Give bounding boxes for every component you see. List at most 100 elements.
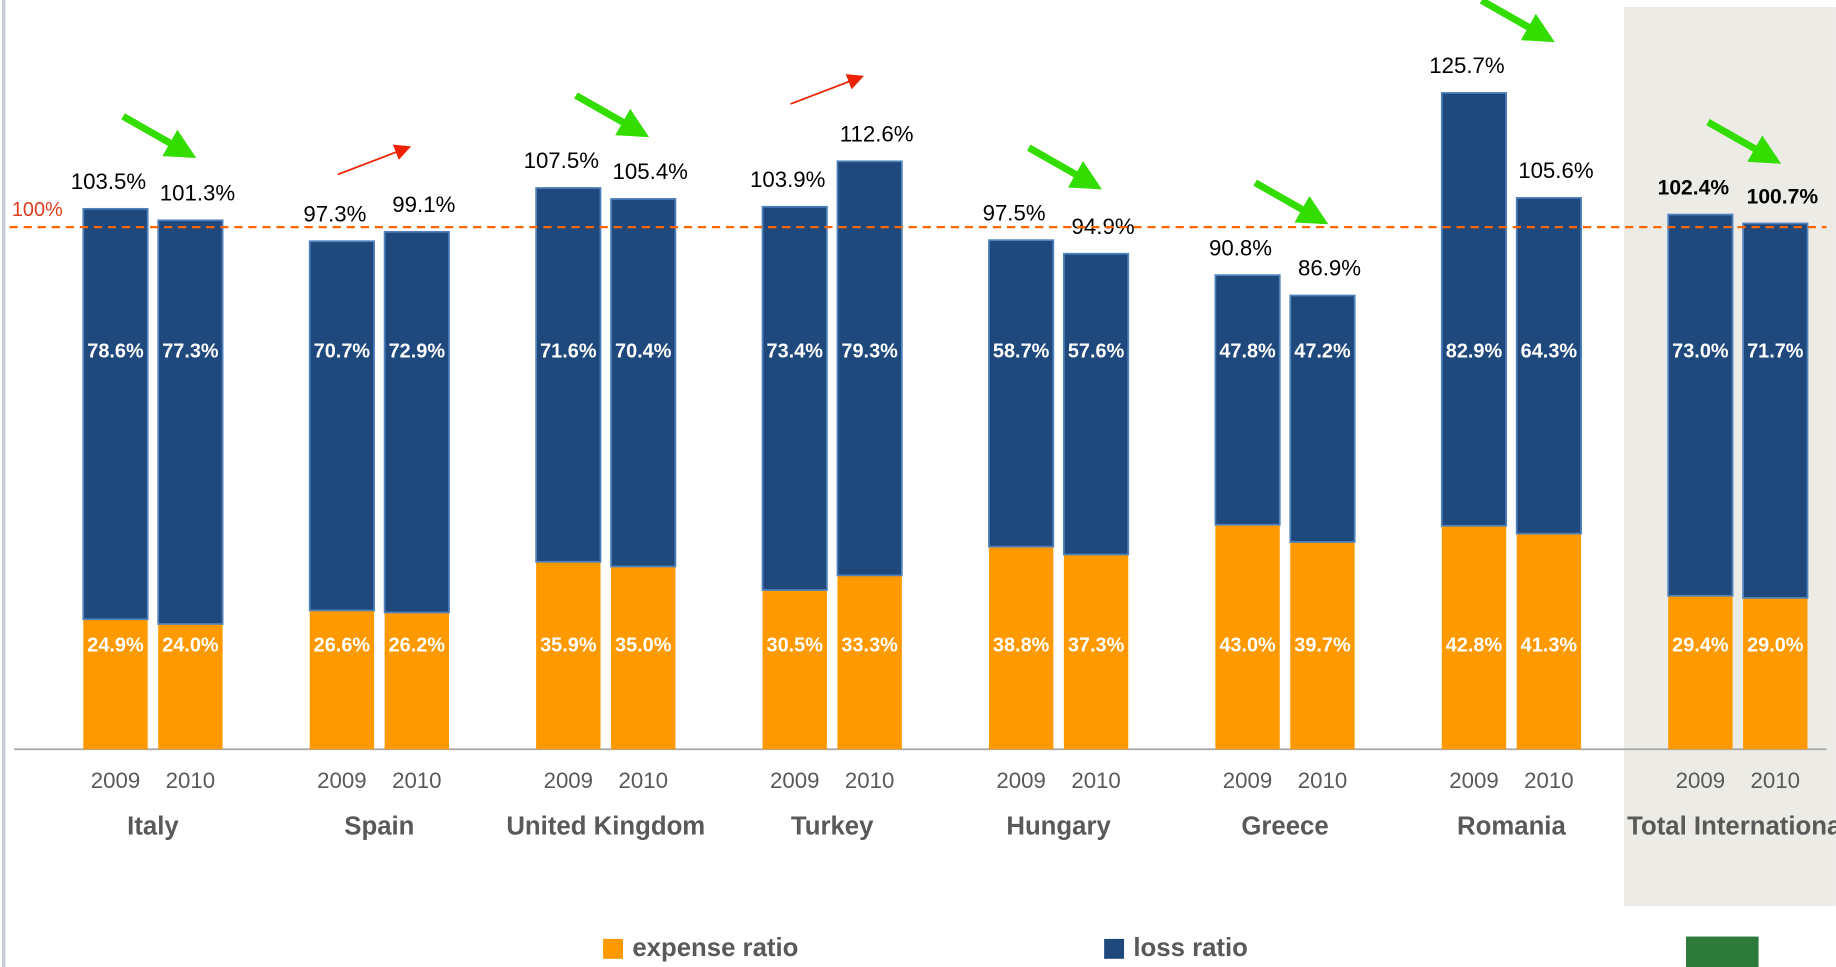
bar-segment xyxy=(1214,274,1281,526)
x-tick-label: 2009 xyxy=(91,768,140,793)
trend-arrow xyxy=(1253,179,1329,225)
segment-label: 58.7% xyxy=(993,341,1050,363)
total-label: 103.9% xyxy=(750,167,825,192)
bar-segment xyxy=(611,566,676,750)
bar-segment xyxy=(1062,252,1130,556)
segment-label: 73.4% xyxy=(767,341,824,363)
bar-segment xyxy=(83,619,148,750)
trend-arrow xyxy=(1027,144,1102,190)
segment-label: 41.3% xyxy=(1521,634,1578,656)
total-label: 102.4% xyxy=(1658,176,1730,199)
total-label: 99.1% xyxy=(392,192,455,217)
segment-label: 70.4% xyxy=(615,341,672,363)
bar-segment xyxy=(1441,525,1507,750)
x-tick-label: 2009 xyxy=(544,768,593,793)
x-tick-label: 2009 xyxy=(996,768,1045,793)
group-label: Romania xyxy=(1457,811,1566,841)
segment-label: 29.0% xyxy=(1747,634,1804,656)
bar-segment xyxy=(1440,92,1508,527)
bar-segment xyxy=(761,205,828,591)
bar-segment xyxy=(1742,222,1809,599)
bar-segment xyxy=(535,187,602,563)
bar-segment xyxy=(308,240,375,612)
segment-label: 43.0% xyxy=(1219,634,1276,656)
segment-label: 35.9% xyxy=(540,634,597,656)
trend-arrow xyxy=(337,144,412,176)
group-label-box: Italy xyxy=(127,811,179,840)
x-tick-label: 2009 xyxy=(770,768,819,793)
total-label: 105.4% xyxy=(613,159,688,184)
x-tick-label: 2010 xyxy=(392,768,441,793)
trend-arrow xyxy=(1706,119,1782,164)
total-label: 125.7% xyxy=(1429,53,1504,78)
group-label: Spain xyxy=(344,811,415,841)
segment-label: 39.7% xyxy=(1294,634,1351,656)
bar-segment xyxy=(82,207,149,621)
bar-segment xyxy=(157,219,224,625)
group-label: Turkey xyxy=(790,811,874,841)
bar-segment xyxy=(1516,533,1582,750)
group-label-box: Greece xyxy=(1241,811,1329,841)
segment-label: 82.9% xyxy=(1446,341,1503,363)
group-label: Total International xyxy=(1627,811,1836,841)
bar-segment xyxy=(610,198,677,568)
group-label: United Kingdom xyxy=(506,811,706,841)
bar-segment xyxy=(383,230,450,614)
group-label-box: Turkey xyxy=(790,811,874,841)
bar-segment xyxy=(988,239,1055,548)
legend-label: loss ratio xyxy=(1133,934,1247,962)
bar-segment xyxy=(1290,541,1355,750)
segment-label: 47.2% xyxy=(1294,341,1351,363)
x-tick-label: 2009 xyxy=(1449,768,1498,793)
segment-label: 78.6% xyxy=(87,341,144,363)
segment-label: 57.6% xyxy=(1068,341,1125,363)
total-label: 90.8% xyxy=(1209,235,1272,260)
x-tick-label: 2010 xyxy=(1751,768,1800,793)
segment-label: 38.8% xyxy=(993,634,1050,656)
legend-swatch xyxy=(603,938,623,959)
segment-label: 71.6% xyxy=(540,341,597,363)
total-label: 112.6% xyxy=(840,121,914,146)
bar-segment xyxy=(837,575,902,750)
bar-segment xyxy=(762,589,827,750)
bar-segment xyxy=(1515,196,1582,535)
group-label-box: United Kingdom xyxy=(506,811,706,841)
segment-label: 71.7% xyxy=(1747,341,1804,363)
bar-segment xyxy=(158,623,223,750)
bar-segment xyxy=(536,561,601,750)
bar-segment xyxy=(309,610,375,750)
segment-label: 30.5% xyxy=(767,634,824,656)
segment-label: 77.3% xyxy=(162,341,219,363)
x-tick-label: 2010 xyxy=(1071,768,1120,793)
group-label-box: Hungary xyxy=(1006,811,1111,841)
total-label: 86.9% xyxy=(1298,256,1361,281)
group-label: Greece xyxy=(1241,811,1329,841)
x-tick-label: 2010 xyxy=(166,768,215,793)
total-label: 107.5% xyxy=(524,148,599,173)
bar-segment xyxy=(1215,524,1280,750)
bar-segment xyxy=(1063,554,1129,750)
bar-segment xyxy=(1668,595,1733,750)
total-label: 105.6% xyxy=(1518,158,1593,183)
total-label: 103.5% xyxy=(71,169,146,194)
x-tick-label: 2010 xyxy=(1524,768,1573,793)
bar-segment xyxy=(836,160,903,577)
group-label: Hungary xyxy=(1006,811,1111,841)
bar-segment xyxy=(1743,597,1808,750)
trend-arrow xyxy=(574,92,650,138)
x-tick-label: 2009 xyxy=(1223,768,1272,793)
segment-label: 79.3% xyxy=(841,341,898,363)
trend-arrow xyxy=(790,74,864,105)
segment-label: 35.0% xyxy=(615,634,672,656)
segment-label: 72.9% xyxy=(389,341,446,363)
total-label: 97.5% xyxy=(983,200,1046,225)
segment-label: 70.7% xyxy=(314,341,371,363)
segment-label: 24.0% xyxy=(162,634,219,656)
total-label: 101.3% xyxy=(160,180,235,205)
segment-label: 33.3% xyxy=(841,634,898,656)
segment-label: 64.3% xyxy=(1521,341,1578,363)
segment-label: 73.0% xyxy=(1672,341,1729,363)
segment-label: 29.4% xyxy=(1672,634,1729,656)
total-label: 97.3% xyxy=(303,201,366,226)
